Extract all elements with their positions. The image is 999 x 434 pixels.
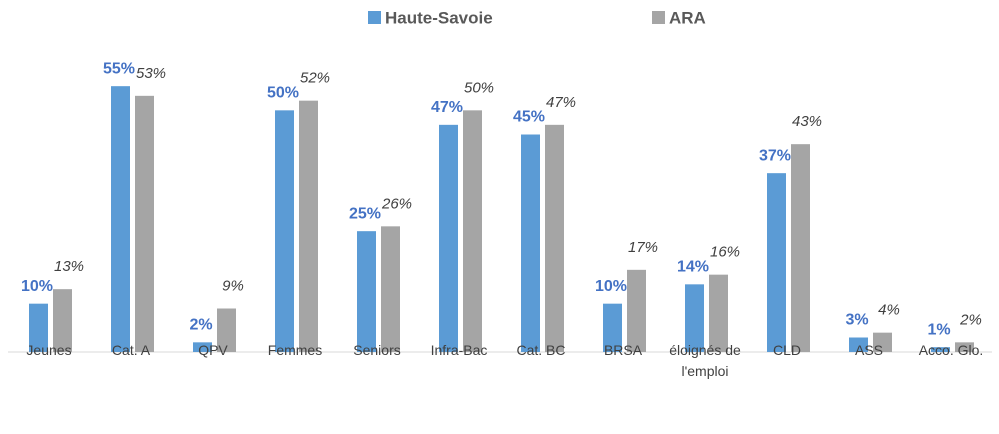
bar xyxy=(439,124,458,352)
data-label: 10% xyxy=(595,278,627,295)
data-label: 1% xyxy=(927,321,950,338)
x-tick-label: Cat. A xyxy=(111,342,151,358)
data-label: 26% xyxy=(381,195,412,212)
data-label: 50% xyxy=(267,85,299,102)
data-label: 50% xyxy=(464,79,494,96)
x-tick-label: Infra-Bac xyxy=(430,342,488,358)
bar xyxy=(217,308,236,352)
bar xyxy=(767,173,786,352)
data-label: 52% xyxy=(300,70,330,87)
x-tick-label: Cat. BC xyxy=(516,342,566,358)
data-label: 9% xyxy=(222,277,244,294)
bar xyxy=(299,100,318,353)
bar xyxy=(709,274,728,352)
data-label: 55% xyxy=(103,60,135,77)
data-label: 3% xyxy=(845,312,868,329)
data-label: 25% xyxy=(349,205,381,222)
bar xyxy=(111,86,130,353)
bar xyxy=(135,95,154,352)
data-label: 14% xyxy=(677,259,709,276)
x-tick-label: Femmes xyxy=(267,342,323,358)
data-label: 47% xyxy=(431,99,463,116)
x-tick-label: éloignés de l'emploi xyxy=(669,342,741,379)
bar xyxy=(685,284,704,352)
x-tick-label: QPV xyxy=(198,342,228,358)
x-tick-label: BRSA xyxy=(603,342,643,358)
bar xyxy=(545,124,564,352)
bar xyxy=(873,332,892,352)
bar xyxy=(955,342,974,352)
data-label: 17% xyxy=(628,239,658,256)
data-label: 4% xyxy=(878,302,900,319)
x-tick-label: Acco. Glo. xyxy=(918,342,984,358)
bar xyxy=(931,347,950,352)
data-label: 37% xyxy=(759,147,791,164)
bar xyxy=(381,226,400,352)
data-label: 43% xyxy=(792,113,822,130)
data-label: 2% xyxy=(189,317,212,334)
bar xyxy=(849,337,868,352)
data-label: 53% xyxy=(136,65,166,82)
bar xyxy=(193,342,212,352)
data-label: 2% xyxy=(959,311,982,328)
legend-swatch xyxy=(652,11,665,24)
bar xyxy=(29,303,48,352)
bar xyxy=(275,110,294,352)
data-label: 45% xyxy=(513,109,545,126)
legend-swatch xyxy=(368,11,381,24)
data-label: 10% xyxy=(21,278,53,295)
bar xyxy=(521,134,540,352)
bar xyxy=(627,269,646,352)
x-tick-label: CLD xyxy=(772,342,801,358)
bar xyxy=(53,289,72,352)
legend-label: Haute-Savoie xyxy=(385,8,493,27)
x-tick-label: Jeunes xyxy=(26,342,72,358)
bar xyxy=(791,144,810,352)
data-label: 13% xyxy=(54,258,84,275)
bar xyxy=(463,110,482,352)
data-label: 47% xyxy=(546,94,576,111)
legend-label: ARA xyxy=(669,8,706,27)
x-tick-label: Seniors xyxy=(353,342,401,358)
bar xyxy=(357,231,376,352)
x-tick-label: ASS xyxy=(854,342,883,358)
bar xyxy=(603,303,622,352)
data-label: 16% xyxy=(710,244,740,261)
